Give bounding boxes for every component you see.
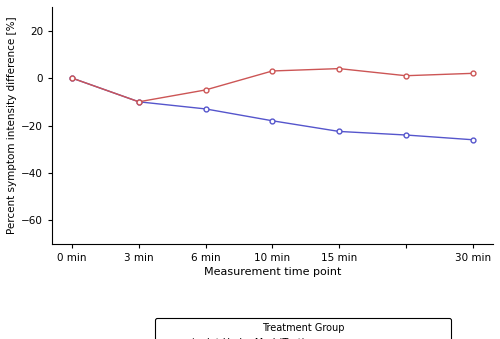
X-axis label: Measurement time point: Measurement time point: [204, 267, 341, 277]
Legend: ipalat Hydro Med (Test), Parafilm M (Placebo): ipalat Hydro Med (Test), Parafilm M (Pla…: [156, 318, 451, 339]
Y-axis label: Percent symptom intensity difference [%]: Percent symptom intensity difference [%]: [7, 17, 17, 234]
